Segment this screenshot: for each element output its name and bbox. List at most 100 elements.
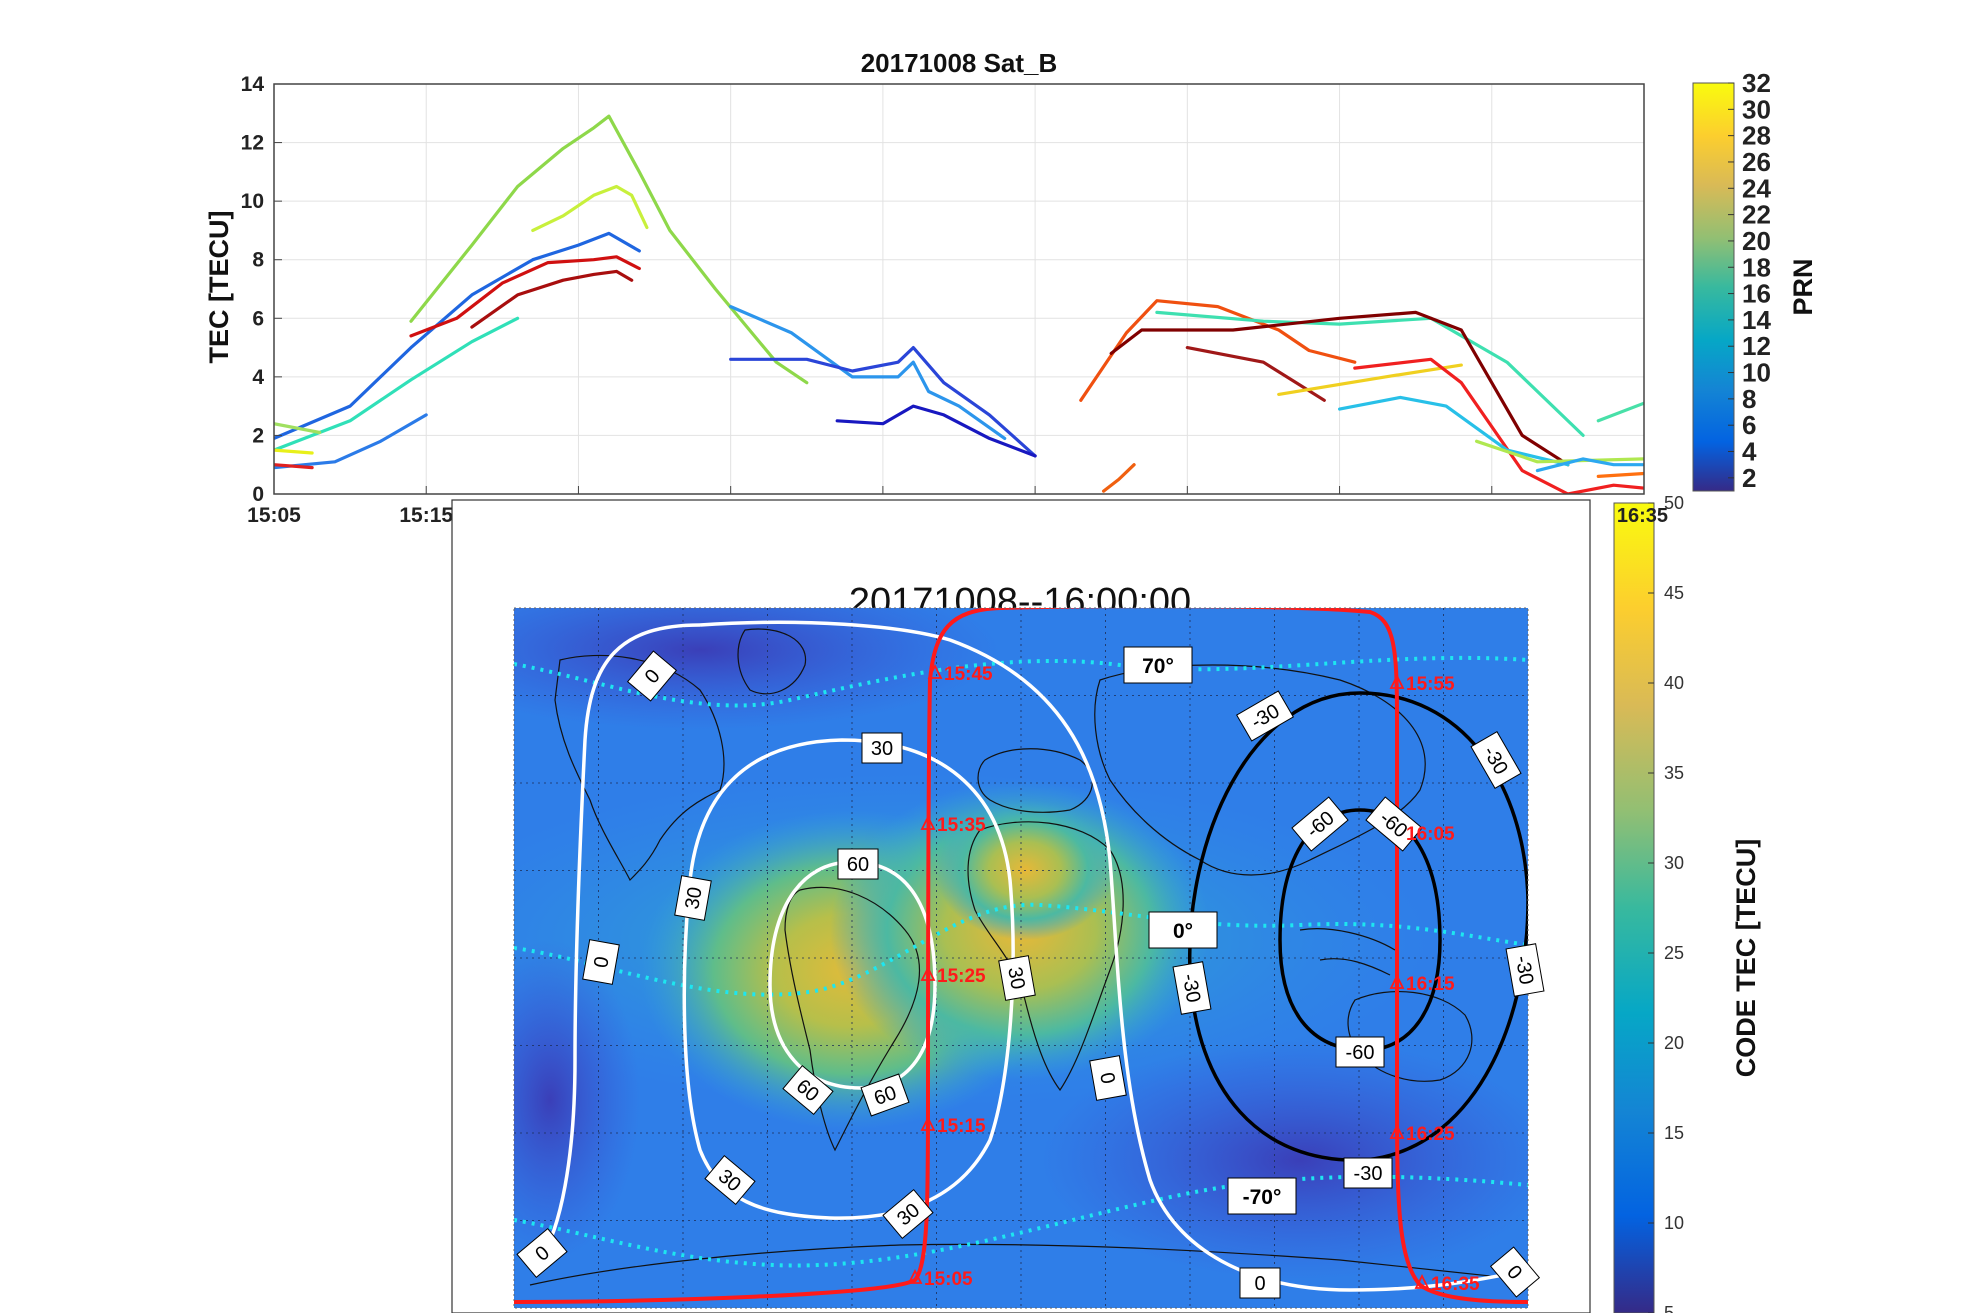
- contour-label-box: [882, 1188, 934, 1240]
- coastline-south-america: [784, 886, 921, 1152]
- top-xtick-label: 15:15: [399, 504, 453, 527]
- track-descending-leg: [1394, 720, 1528, 1304]
- contour-label: 0: [626, 650, 678, 702]
- map-frame: [513, 607, 1529, 1309]
- tec-tick-label: 40: [1664, 673, 1684, 693]
- contour-label-text: -30: [1354, 1163, 1383, 1185]
- contour-label-text: 30: [1003, 965, 1029, 991]
- coastline-asia: [1094, 664, 1426, 876]
- prn-tick-label: 28: [1742, 121, 1771, 151]
- top-chart-frame: [273, 83, 1645, 495]
- contour-label-box: [582, 939, 620, 985]
- overlay-time-label: 16:35: [1617, 505, 1668, 527]
- prn-series-line: [1079, 299, 1357, 402]
- contour-label: -30: [1505, 943, 1545, 997]
- contour-label: -30: [1236, 690, 1294, 742]
- prn-tick-label: 2: [1742, 463, 1756, 493]
- geomag-label-box: [1123, 646, 1193, 684]
- prn-series-line: [274, 316, 520, 452]
- contour-label-box: [1236, 690, 1294, 742]
- tec-tick-label: 25: [1664, 943, 1684, 963]
- track-marker: [1389, 1123, 1405, 1139]
- track-time-labels: 15:05 15:15 15:25 15:35 15:45 15:55 16:05 16:15…: [924, 664, 1480, 1295]
- contour-label-box: [1089, 1055, 1127, 1101]
- contour-label: 30: [861, 732, 903, 764]
- contour-label: 60: [837, 848, 879, 880]
- top-ytick-label: 14: [241, 73, 265, 96]
- prn-series-line: [1596, 471, 1644, 478]
- coastline-africa: [967, 821, 1124, 1092]
- top-ytick-label: 2: [252, 424, 264, 447]
- contour-label-box: [861, 732, 903, 764]
- prn-tick-label: 32: [1742, 68, 1771, 98]
- prn-tick-label: 18: [1742, 252, 1771, 282]
- prn-tick-label: 30: [1742, 94, 1771, 124]
- tec-tick-label: 35: [1664, 763, 1684, 783]
- tec-low-south: [1040, 1040, 1528, 1280]
- track-marker: [1389, 973, 1405, 989]
- top-chart-ylabel: TEC [TECU]: [204, 211, 234, 364]
- contour-label-box: [1505, 943, 1545, 997]
- top-chart-title: 20171008 Sat_B: [861, 48, 1058, 78]
- tec-tick-label: 15: [1664, 1123, 1684, 1143]
- contour-label: 60: [782, 1064, 834, 1116]
- tec-tick-label: 45: [1664, 583, 1684, 603]
- prn-tick-label: 14: [1742, 305, 1771, 335]
- geomag-label-text: -70°: [1243, 1186, 1282, 1209]
- tec-map-panel: 20171008--16:00:00: [451, 493, 1761, 1313]
- geomag-label-box: [1148, 911, 1218, 949]
- coastline-indonesia: [1299, 928, 1396, 976]
- tec-tick-label: 20: [1664, 1033, 1684, 1053]
- coastline-north-america: [554, 654, 725, 882]
- contour-label-box: [860, 1073, 910, 1117]
- track-time-label: 15:25: [937, 966, 986, 987]
- prn-series-line: [1535, 457, 1644, 473]
- contour-label: 0: [582, 939, 620, 985]
- prn-colorbar: [1692, 82, 1735, 492]
- contour-label-box: [674, 875, 712, 921]
- track-marker: [920, 965, 936, 981]
- geomag-label-text: 0°: [1173, 920, 1193, 943]
- track-marker: [907, 1268, 923, 1284]
- prn-tick-label: 12: [1742, 331, 1771, 361]
- tec-colorbar: [1613, 502, 1655, 1313]
- prn-series-line: [274, 463, 314, 470]
- contour-label: -30: [1343, 1157, 1393, 1189]
- contour-label-text: 60: [847, 854, 869, 876]
- contour-label-box: [704, 1154, 756, 1206]
- tec-hotspot-africa-north: [935, 800, 1115, 940]
- contour-label-box: [1239, 1267, 1281, 1299]
- prn-series-line: [470, 269, 634, 329]
- tec-tick-label: 5: [1664, 1303, 1674, 1313]
- prn-tick-label: 20: [1742, 226, 1771, 256]
- contour-label: 0: [516, 1227, 568, 1279]
- top-chart-grid: [273, 83, 1644, 495]
- coastline-europe: [977, 748, 1093, 813]
- prn-series-line: [409, 114, 809, 385]
- contour-label-box: [1470, 731, 1522, 789]
- contour-label-text: 0: [1254, 1273, 1265, 1295]
- tec-tick-label: 30: [1664, 853, 1684, 873]
- coastline-greenland: [737, 628, 807, 695]
- track-marker: [1414, 1273, 1430, 1289]
- contour-label-box: [516, 1227, 568, 1279]
- prn-series-line: [1338, 395, 1570, 467]
- prn-tick-label: 24: [1742, 173, 1771, 203]
- prn-series-line: [1353, 357, 1644, 494]
- prn-series-line: [729, 346, 1037, 458]
- contour-label-box: [1172, 961, 1212, 1015]
- geomag-label: 0°: [1148, 911, 1218, 949]
- satellite-ground-track: [514, 608, 1528, 1304]
- prn-series-line: [1102, 463, 1136, 493]
- contour-label: 0: [1489, 1246, 1541, 1298]
- prn-tick-label: 16: [1742, 279, 1771, 309]
- prn-series-line: [729, 305, 1007, 440]
- geomag-label-text: 70°: [1142, 655, 1174, 678]
- contour-label: 30: [882, 1188, 934, 1240]
- prn-series-line: [409, 255, 641, 338]
- contour-label: 60: [860, 1073, 910, 1117]
- prn-series-line: [1109, 310, 1570, 467]
- contour-label-box: [626, 650, 678, 702]
